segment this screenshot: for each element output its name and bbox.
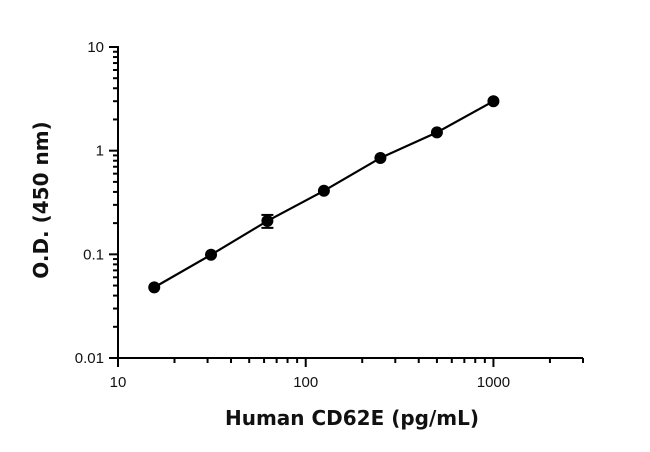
y-tick-label: 0.01: [75, 350, 104, 367]
data-point: [374, 151, 387, 164]
data-point: [487, 95, 500, 108]
x-tick-label: 100: [293, 374, 318, 391]
x-tick-label: 1000: [477, 374, 510, 391]
data-point: [148, 281, 161, 294]
data-point: [317, 184, 330, 197]
y-tick-label: 0.1: [83, 246, 104, 263]
data-point: [430, 126, 443, 139]
x-axis-title: Human CD62E (pg/mL): [225, 406, 479, 430]
y-tick-label: 10: [87, 39, 104, 56]
y-axis-title: O.D. (450 nm): [29, 121, 53, 278]
x-tick-label: 10: [110, 374, 127, 391]
data-point: [261, 214, 274, 227]
data-points-group: [148, 95, 500, 294]
axes: 10 100 1000 0.01 0.1 1 10: [75, 39, 584, 391]
data-point: [205, 248, 218, 261]
y-tick-label: 1: [96, 143, 104, 160]
